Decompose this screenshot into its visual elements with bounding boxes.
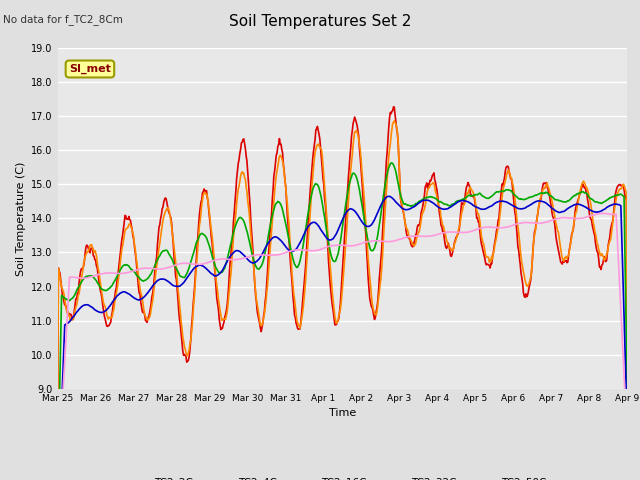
TC2_4Cm xyxy=(54,408,61,413)
TC2_2Cm xyxy=(54,406,61,412)
TC2_4Cm xyxy=(429,180,437,186)
TC2_16Cm xyxy=(211,261,218,266)
Line: TC2_4Cm: TC2_4Cm xyxy=(58,121,627,410)
TC2_2Cm xyxy=(180,351,188,357)
Line: TC2_50Cm: TC2_50Cm xyxy=(58,213,627,480)
TC2_50Cm xyxy=(598,210,605,216)
TC2_16Cm xyxy=(64,297,72,302)
TC2_2Cm xyxy=(123,216,131,222)
TC2_32Cm xyxy=(385,193,392,199)
TC2_4Cm xyxy=(123,226,131,232)
TC2_32Cm xyxy=(429,200,437,206)
TC2_50Cm xyxy=(412,233,419,239)
TC2_16Cm xyxy=(623,394,631,400)
TC2_50Cm xyxy=(123,270,131,276)
TC2_2Cm xyxy=(211,264,218,269)
TC2_50Cm xyxy=(180,260,188,266)
Text: No data for f_TC2_8Cm: No data for f_TC2_8Cm xyxy=(3,14,123,25)
TC2_50Cm xyxy=(428,233,436,239)
Line: TC2_32Cm: TC2_32Cm xyxy=(58,196,627,480)
TC2_4Cm xyxy=(180,344,188,349)
TC2_32Cm xyxy=(413,202,420,208)
TC2_4Cm xyxy=(413,235,420,241)
TC2_16Cm xyxy=(180,275,188,280)
TC2_16Cm xyxy=(413,201,420,207)
TC2_16Cm xyxy=(387,160,395,166)
TC2_16Cm xyxy=(429,194,437,200)
TC2_2Cm xyxy=(623,363,631,369)
TC2_32Cm xyxy=(64,320,72,326)
X-axis label: Time: Time xyxy=(329,408,356,418)
Text: SI_met: SI_met xyxy=(69,64,111,74)
TC2_2Cm xyxy=(390,104,397,110)
TC2_32Cm xyxy=(180,279,188,285)
TC2_16Cm xyxy=(123,262,131,267)
TC2_50Cm xyxy=(64,302,72,308)
TC2_2Cm xyxy=(429,172,437,178)
TC2_32Cm xyxy=(211,273,218,279)
Legend: TC2_2Cm, TC2_4Cm, TC2_16Cm, TC2_32Cm, TC2_50Cm: TC2_2Cm, TC2_4Cm, TC2_16Cm, TC2_32Cm, TC… xyxy=(124,473,561,480)
TC2_2Cm xyxy=(413,230,420,236)
TC2_32Cm xyxy=(123,290,131,296)
Line: TC2_2Cm: TC2_2Cm xyxy=(58,107,627,409)
TC2_50Cm xyxy=(211,257,218,263)
TC2_50Cm xyxy=(623,436,631,442)
TC2_4Cm xyxy=(623,358,631,363)
TC2_4Cm xyxy=(64,309,72,314)
Y-axis label: Soil Temperature (C): Soil Temperature (C) xyxy=(16,161,26,276)
Line: TC2_16Cm: TC2_16Cm xyxy=(58,163,627,480)
TC2_4Cm xyxy=(211,259,218,264)
Text: Soil Temperatures Set 2: Soil Temperatures Set 2 xyxy=(229,14,411,29)
TC2_2Cm xyxy=(64,311,72,316)
TC2_4Cm xyxy=(390,118,398,124)
TC2_32Cm xyxy=(623,421,631,427)
